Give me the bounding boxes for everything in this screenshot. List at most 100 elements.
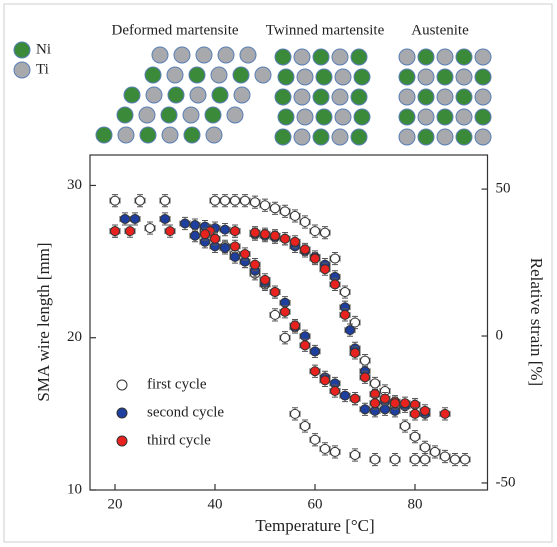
point — [330, 279, 340, 290]
legend-label: Ti — [36, 61, 49, 77]
point — [260, 200, 270, 211]
atom — [398, 88, 416, 106]
atom — [436, 48, 454, 66]
point — [230, 252, 240, 263]
atom — [189, 86, 207, 104]
atom — [160, 106, 178, 124]
point — [310, 434, 320, 445]
atom — [455, 68, 473, 86]
atom — [274, 48, 292, 66]
point — [390, 398, 400, 409]
point — [160, 195, 170, 206]
atom — [167, 86, 185, 104]
atom — [204, 106, 222, 124]
atom — [331, 88, 349, 106]
x-tick-label: 20 — [108, 496, 123, 512]
point — [290, 210, 300, 221]
atom — [139, 126, 157, 144]
atom — [474, 88, 492, 106]
point — [380, 393, 390, 404]
atom — [334, 108, 352, 126]
point — [240, 195, 250, 206]
legend-label: Ni — [36, 41, 51, 57]
atom — [211, 86, 229, 104]
point — [250, 197, 260, 208]
point — [420, 405, 430, 416]
atom — [226, 106, 244, 124]
atom — [353, 68, 371, 86]
point — [220, 224, 230, 235]
atom — [151, 46, 169, 64]
legend-marker — [116, 435, 128, 447]
atom — [455, 88, 473, 106]
point — [270, 309, 280, 320]
point — [270, 230, 280, 241]
legend-atom — [13, 41, 31, 59]
x-tick-label: 60 — [308, 496, 323, 512]
point — [250, 259, 260, 270]
point — [145, 223, 155, 234]
point — [350, 347, 360, 358]
point — [280, 332, 290, 343]
atom — [293, 88, 311, 106]
plot-frame — [89, 154, 489, 491]
y-tick-label: 30 — [67, 177, 82, 193]
atom — [331, 48, 349, 66]
point — [410, 431, 420, 442]
atom — [474, 108, 492, 126]
atom — [315, 108, 333, 126]
panel-title: Twinned martensite — [266, 22, 385, 38]
point — [340, 390, 350, 401]
y2-tick-label: -50 — [496, 474, 516, 490]
atom — [398, 68, 416, 86]
point — [230, 195, 240, 206]
atom — [145, 86, 163, 104]
atom — [455, 128, 473, 146]
point — [350, 393, 360, 404]
point — [280, 233, 290, 244]
atom — [183, 126, 201, 144]
point — [290, 320, 300, 331]
point — [165, 226, 175, 237]
atom — [436, 108, 454, 126]
point — [440, 408, 450, 419]
atom — [315, 68, 333, 86]
point — [350, 317, 360, 328]
point — [180, 218, 190, 229]
panel-title: Austenite — [411, 22, 469, 38]
atom — [417, 108, 435, 126]
x-axis-label: Temperature [°C] — [255, 516, 374, 535]
point — [320, 264, 330, 275]
point — [390, 454, 400, 465]
point — [380, 404, 390, 415]
point — [300, 244, 310, 255]
figure-frame — [3, 3, 553, 543]
point — [340, 309, 350, 320]
atom — [331, 128, 349, 146]
atom — [312, 48, 330, 66]
point — [350, 449, 360, 460]
atom — [350, 88, 368, 106]
point — [260, 274, 270, 285]
point — [135, 195, 145, 206]
point — [240, 248, 250, 259]
point — [460, 454, 470, 465]
atom — [417, 68, 435, 86]
point — [345, 325, 355, 336]
atom — [398, 128, 416, 146]
atom — [277, 108, 295, 126]
atom — [350, 48, 368, 66]
x-tick-label: 40 — [208, 496, 223, 512]
atom — [232, 66, 250, 84]
atom — [334, 68, 352, 86]
y2-tick-label: 0 — [496, 327, 504, 343]
point — [160, 213, 170, 224]
atom — [312, 88, 330, 106]
panel-title: Deformed martensite — [111, 22, 238, 38]
point — [190, 220, 200, 231]
point — [420, 442, 430, 453]
point — [320, 443, 330, 454]
atom — [398, 108, 416, 126]
point — [300, 340, 310, 351]
atom — [417, 88, 435, 106]
